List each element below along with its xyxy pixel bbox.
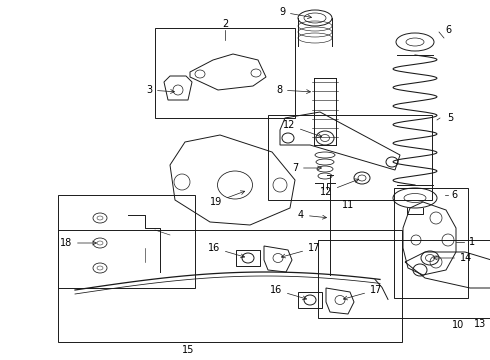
Bar bbox=[268, 115, 432, 200]
Text: 1: 1 bbox=[469, 237, 475, 247]
Bar bbox=[58, 195, 195, 288]
Text: 9: 9 bbox=[279, 7, 312, 19]
Text: 12: 12 bbox=[283, 120, 321, 137]
Text: 19: 19 bbox=[210, 191, 245, 207]
Text: 16: 16 bbox=[270, 285, 307, 300]
Text: 8: 8 bbox=[276, 85, 311, 95]
Text: 4: 4 bbox=[298, 210, 326, 220]
Bar bbox=[394, 188, 468, 298]
Text: 6: 6 bbox=[451, 190, 457, 200]
Text: 12: 12 bbox=[319, 179, 359, 197]
Text: 16: 16 bbox=[208, 243, 245, 258]
Text: 13: 13 bbox=[474, 319, 486, 329]
Bar bbox=[318, 240, 490, 318]
Bar bbox=[155, 28, 295, 118]
Text: 10: 10 bbox=[452, 320, 464, 330]
Text: 3: 3 bbox=[146, 85, 174, 95]
Text: 2: 2 bbox=[222, 19, 228, 29]
Text: 6: 6 bbox=[445, 25, 451, 35]
Text: 11: 11 bbox=[342, 200, 354, 210]
Text: 15: 15 bbox=[182, 345, 194, 355]
Text: 17: 17 bbox=[343, 285, 382, 300]
Text: 17: 17 bbox=[281, 243, 320, 258]
Text: 18: 18 bbox=[60, 238, 97, 248]
Text: 7: 7 bbox=[292, 163, 321, 173]
Bar bbox=[58, 230, 402, 342]
Text: 5: 5 bbox=[447, 113, 453, 123]
Text: 14: 14 bbox=[434, 253, 472, 263]
